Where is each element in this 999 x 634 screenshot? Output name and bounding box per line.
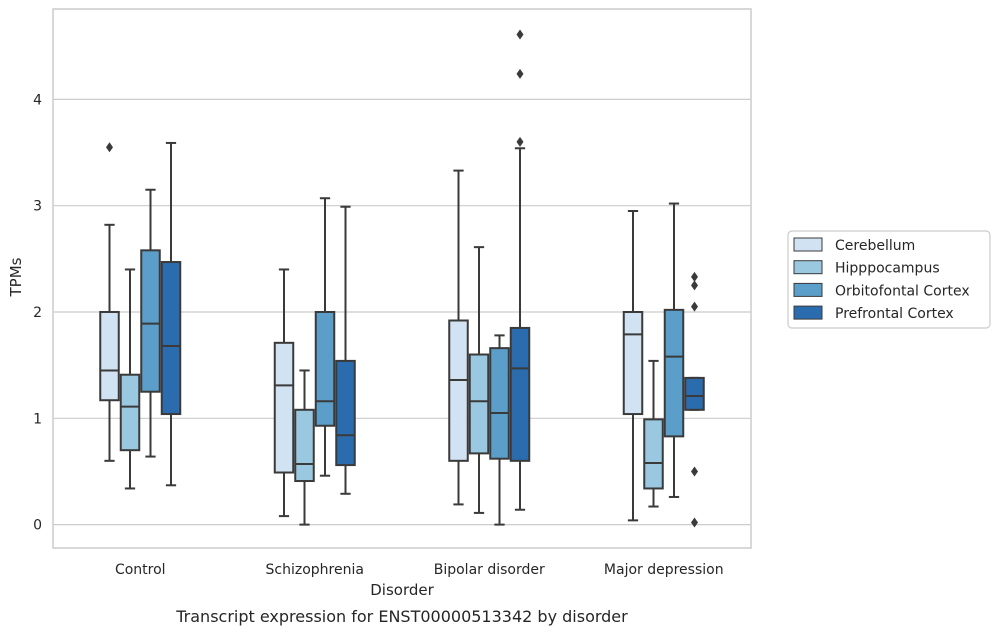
outlier-point	[516, 68, 524, 79]
y-tick-labels: 0 1 2 3 4	[33, 92, 42, 533]
box-orbitofontal-cortex	[314, 197, 336, 477]
box-hipppocampus	[468, 246, 490, 514]
box-prefrontal-cortex	[684, 271, 705, 528]
legend-label: Prefrontal Cortex	[835, 306, 954, 322]
x-tick-label: Bipolar disorder	[434, 562, 545, 578]
box-prefrontal-cortex	[160, 141, 182, 487]
outlier-point	[106, 142, 113, 153]
legend-swatch	[793, 260, 823, 275]
box-body	[119, 373, 141, 452]
box-orbitofontal-cortex	[663, 202, 685, 498]
y-tick-label: 0	[33, 518, 42, 534]
box-body	[335, 359, 356, 467]
box-body	[684, 376, 705, 411]
box-body	[643, 418, 664, 490]
box-prefrontal-cortex	[335, 205, 356, 495]
box-body	[509, 326, 531, 462]
boxes	[99, 29, 705, 528]
box-cerebellum	[622, 209, 644, 522]
box-body	[663, 308, 685, 438]
box-body	[622, 310, 644, 416]
legend-label: Cerebellum	[835, 238, 915, 254]
x-tick-label: Schizophrenia	[266, 562, 364, 578]
box-body	[468, 353, 490, 455]
x-tick-label: Control	[115, 562, 166, 578]
box-orbitofontal-cortex	[140, 188, 161, 458]
y-tick-label: 1	[33, 411, 42, 427]
outlier-point	[516, 136, 524, 147]
outlier-point	[691, 301, 698, 312]
box-cerebellum	[448, 169, 469, 506]
y-axis-label: TPMs	[7, 257, 25, 297]
box-body	[314, 310, 336, 427]
legend-swatch	[793, 305, 823, 320]
box-hipppocampus	[294, 369, 315, 526]
legend-label: Hipppocampus	[835, 261, 940, 277]
box-body	[160, 261, 182, 416]
legend-item: Prefrontal Cortex	[793, 305, 954, 322]
box-body	[489, 347, 510, 460]
outlier-point	[516, 29, 524, 40]
box-hipppocampus	[643, 359, 664, 508]
chart-caption: Transcript expression for ENST0000051334…	[175, 607, 628, 626]
legend: Cerebellum Hipppocampus Orbitofontal Corte…	[787, 230, 991, 329]
legend-item: Cerebellum	[793, 237, 915, 254]
box-prefrontal-cortex	[509, 29, 531, 511]
y-tick-label: 3	[33, 199, 42, 215]
legend-label: Orbitofontal Cortex	[835, 283, 970, 299]
box-body	[99, 310, 120, 402]
outlier-point	[691, 517, 698, 528]
legend-item: Orbitofontal Cortex	[793, 282, 970, 299]
x-tick-labels: Control Schizophrenia Bipolar disorder Majo…	[115, 562, 724, 578]
legend-swatch	[793, 237, 823, 252]
box-cerebellum	[99, 142, 120, 462]
x-axis-label: Disorder	[370, 581, 434, 599]
box-orbitofontal-cortex	[489, 334, 510, 526]
box-body	[448, 319, 469, 462]
y-tick-label: 2	[33, 305, 42, 321]
outlier-point	[691, 466, 698, 477]
legend-swatch	[793, 282, 823, 297]
outlier-point	[691, 271, 698, 282]
y-tick-label: 4	[33, 92, 42, 108]
box-body	[294, 408, 315, 483]
x-tick-label: Major depression	[604, 562, 724, 578]
legend-item: Hipppocampus	[793, 260, 940, 277]
box-hipppocampus	[119, 268, 141, 490]
outlier-point	[691, 280, 698, 291]
box-cerebellum	[273, 268, 295, 518]
box-body	[140, 249, 161, 393]
box-body	[273, 341, 295, 474]
legend-frame	[787, 230, 991, 329]
plot-frame	[52, 8, 752, 549]
